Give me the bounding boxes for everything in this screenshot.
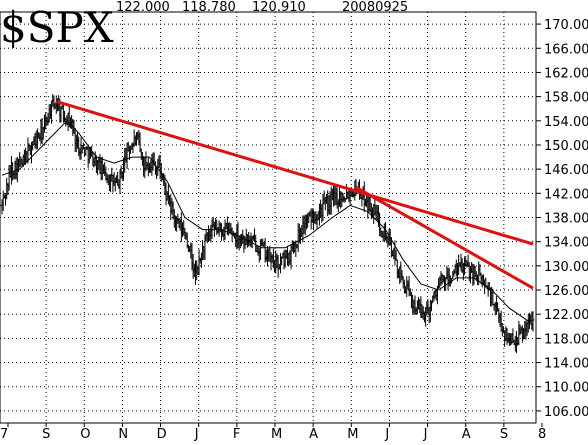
grid (0, 12, 536, 423)
header-value-1: 122.000 (116, 0, 170, 15)
trendline-2 (355, 185, 534, 290)
moving-average (1, 120, 534, 327)
y-tick-label: 138.000 (544, 212, 588, 227)
price-bars (0, 94, 535, 354)
y-tick-label: 122.000 (544, 308, 588, 323)
x-tick-label: J (423, 427, 428, 441)
x-tick-label: J (384, 427, 389, 441)
x-tick-label: S (500, 427, 508, 441)
trendlines (55, 100, 534, 290)
x-tick-label: J (194, 427, 199, 441)
y-tick-label: 114.000 (544, 357, 588, 372)
y-tick-label: 162.000 (544, 66, 588, 81)
x-tick-label: S (42, 427, 50, 441)
x-tick-label: 8 (538, 427, 546, 441)
y-tick-label: 166.000 (544, 42, 588, 57)
header-value-2: 118.780 (182, 0, 236, 15)
header-date: 20080925 (342, 0, 408, 15)
y-tick-label: 110.000 (544, 381, 588, 396)
y-axis-ticks: 170.000 166.000 162.000 158.000 154.000 150.0… (536, 18, 588, 420)
symbol-title: $SPX (0, 3, 114, 52)
y-tick-label: 134.000 (544, 236, 588, 251)
x-tick-label: N (118, 427, 128, 441)
y-tick-label: 130.000 (544, 260, 588, 275)
y-tick-label: 158.000 (544, 91, 588, 106)
x-tick-label: D (157, 427, 167, 441)
header-value-3: 120.910 (252, 0, 306, 15)
x-tick-label: A (462, 427, 471, 441)
x-tick-label: O (80, 427, 90, 441)
x-tick-label: F (233, 427, 240, 441)
y-tick-label: 150.000 (544, 139, 588, 154)
price-bar (531, 311, 535, 332)
y-tick-label: 142.000 (544, 187, 588, 202)
y-tick-label: 126.000 (544, 284, 588, 299)
x-tick-label: M (271, 427, 282, 441)
x-axis-ticks: 7 S O N D J F M A M J J A S 8 (0, 423, 546, 442)
x-tick-label: M (347, 427, 358, 441)
trendline-1 (55, 100, 534, 246)
x-tick-label: 7 (0, 427, 8, 441)
y-tick-label: 146.000 (544, 163, 588, 178)
moving-average-line (1, 120, 534, 327)
y-tick-label: 106.000 (544, 405, 588, 420)
y-tick-label: 118.000 (544, 332, 588, 347)
x-tick-label: A (309, 427, 318, 441)
y-tick-label: 154.000 (544, 115, 588, 130)
y-tick-label: 170.000 (544, 18, 588, 33)
